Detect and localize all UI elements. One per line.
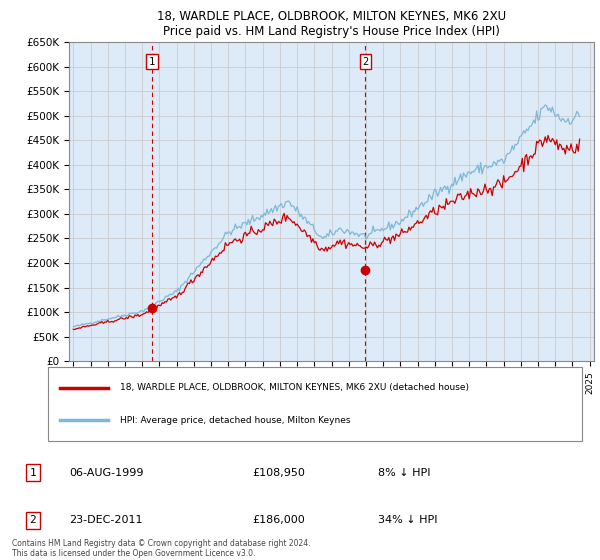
Text: HPI: Average price, detached house, Milton Keynes: HPI: Average price, detached house, Milt… [120, 416, 350, 424]
Title: 18, WARDLE PLACE, OLDBROOK, MILTON KEYNES, MK6 2XU
Price paid vs. HM Land Regist: 18, WARDLE PLACE, OLDBROOK, MILTON KEYNE… [157, 10, 506, 38]
Text: £186,000: £186,000 [252, 515, 305, 525]
Text: Contains HM Land Registry data © Crown copyright and database right 2024.
This d: Contains HM Land Registry data © Crown c… [12, 539, 311, 558]
FancyBboxPatch shape [48, 367, 582, 441]
Text: 34% ↓ HPI: 34% ↓ HPI [378, 515, 437, 525]
Text: 2: 2 [29, 515, 37, 525]
Text: £108,950: £108,950 [252, 468, 305, 478]
Text: 1: 1 [29, 468, 37, 478]
Text: 06-AUG-1999: 06-AUG-1999 [69, 468, 143, 478]
Text: 2: 2 [362, 57, 368, 67]
Text: 8% ↓ HPI: 8% ↓ HPI [378, 468, 431, 478]
Text: 1: 1 [149, 57, 155, 67]
Text: 18, WARDLE PLACE, OLDBROOK, MILTON KEYNES, MK6 2XU (detached house): 18, WARDLE PLACE, OLDBROOK, MILTON KEYNE… [120, 383, 469, 392]
Text: 23-DEC-2011: 23-DEC-2011 [69, 515, 143, 525]
